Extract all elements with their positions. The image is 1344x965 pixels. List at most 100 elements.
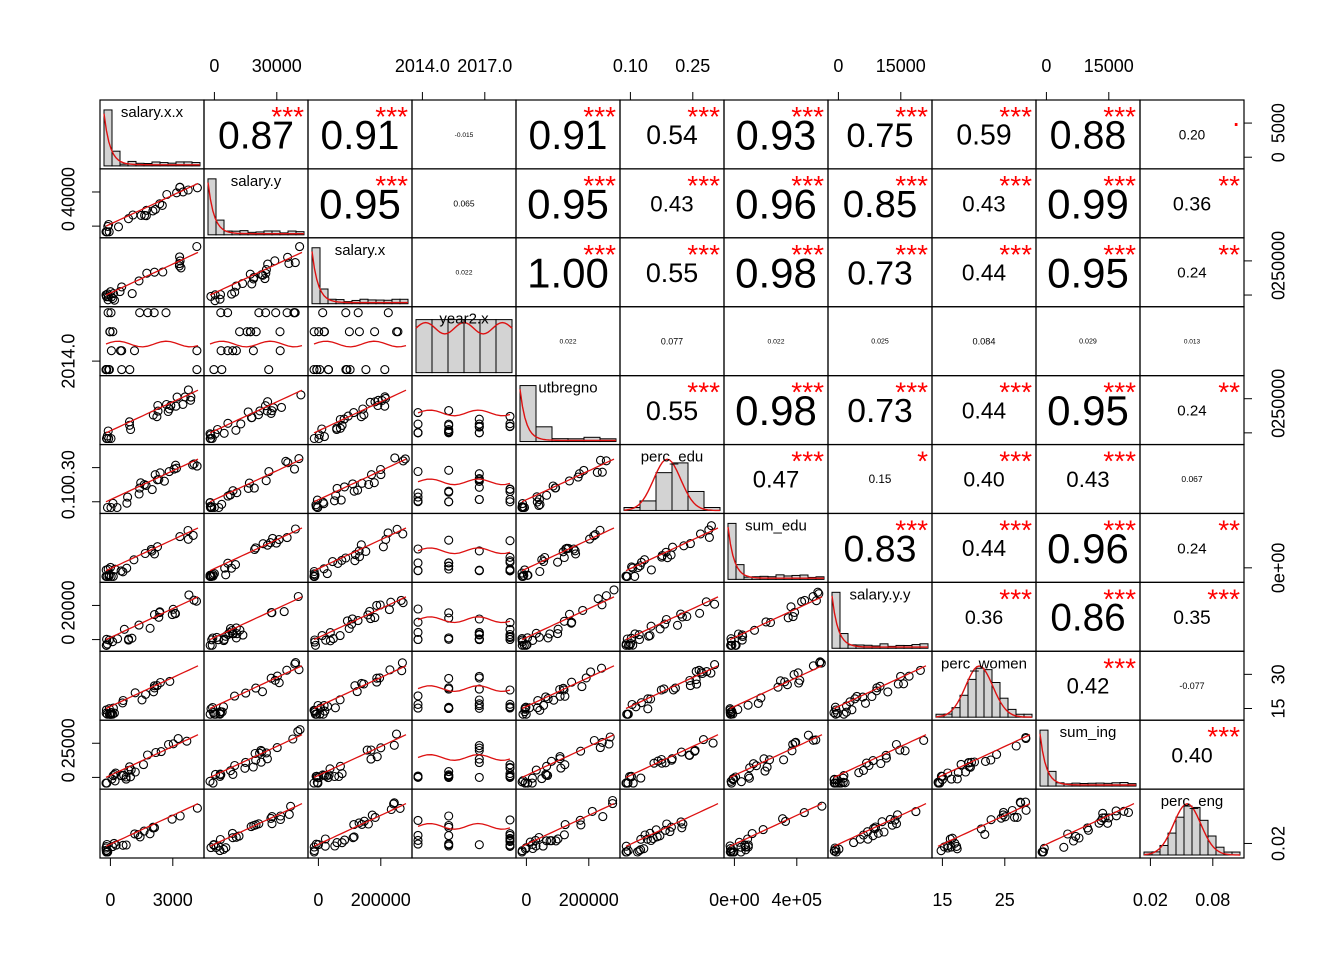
data-point	[335, 423, 345, 433]
data-point	[319, 564, 329, 574]
data-point	[221, 570, 231, 580]
data-point	[192, 461, 202, 471]
data-point	[444, 465, 454, 475]
axis-ticks-right-10: 0.02	[1244, 826, 1289, 861]
data-point	[101, 365, 111, 375]
scatter-panel-9-2	[309, 729, 407, 788]
data-point	[279, 607, 289, 617]
data-point	[175, 532, 185, 542]
smooth-line	[313, 596, 407, 641]
data-point	[141, 205, 152, 215]
data-point	[215, 846, 225, 856]
axis-ticks-bottom-4: 0 200000	[521, 858, 619, 910]
data-point	[952, 774, 962, 784]
correlation-value: 0.83	[844, 527, 917, 569]
correlation-cell-1-4: 0.95***	[527, 170, 616, 228]
significance-stars: ***	[271, 101, 304, 132]
smooth-line	[417, 478, 511, 486]
data-point	[261, 265, 271, 275]
tick-label: 200000	[351, 890, 411, 910]
variable-label: salary.x	[335, 242, 386, 259]
data-point	[384, 605, 394, 615]
data-point	[375, 673, 385, 683]
scatter-panel-8-7	[829, 665, 927, 719]
diagonal-panel-0: salary.x.x	[103, 104, 201, 167]
data-point	[667, 754, 677, 764]
axis-ticks-top-3: 2014.0 2017.0	[395, 56, 512, 100]
scatter-panel-7-5	[621, 596, 720, 650]
tick-label: 0.10	[59, 484, 79, 519]
smooth-line	[521, 734, 615, 778]
data-point	[528, 843, 538, 854]
data-point	[736, 847, 746, 857]
data-point	[264, 467, 274, 477]
data-point	[474, 482, 484, 492]
data-point	[543, 633, 553, 643]
histogram-bar	[959, 694, 969, 718]
data-point	[413, 566, 423, 576]
correlation-value: 0.96	[735, 180, 817, 227]
significance-stars: ***	[895, 514, 928, 545]
data-point	[783, 613, 793, 623]
significance-stars: ***	[375, 170, 408, 201]
data-point	[542, 761, 552, 771]
tick-label: 250000	[1269, 231, 1289, 291]
data-point	[605, 732, 615, 742]
data-point	[413, 408, 423, 418]
smooth-line	[209, 596, 303, 641]
correlation-cell-0-5: 0.54***	[646, 101, 720, 150]
significance-stars: ***	[999, 170, 1032, 201]
variable-label: perc_women	[941, 655, 1027, 672]
data-point	[535, 499, 545, 510]
data-point	[219, 844, 229, 854]
data-point	[341, 308, 351, 318]
data-point	[966, 757, 977, 767]
data-point	[291, 658, 301, 668]
smooth-line	[313, 389, 407, 434]
correlation-value: 0.93	[736, 112, 816, 158]
significance-stars: ***	[999, 446, 1032, 477]
correlation-value: 0.75	[846, 117, 913, 155]
data-point	[274, 678, 284, 688]
tick-label: 0e+00	[1269, 543, 1289, 594]
data-point	[623, 846, 633, 856]
smooth-line	[313, 734, 407, 778]
data-point	[370, 812, 380, 822]
data-point	[231, 425, 241, 435]
data-point	[337, 555, 347, 565]
correlation-cell-1-9: 0.99***	[1047, 170, 1136, 228]
data-point	[505, 685, 515, 695]
data-point	[217, 499, 227, 509]
data-point	[980, 756, 991, 766]
data-point	[522, 640, 532, 650]
data-point	[655, 624, 665, 634]
tick-label: 25	[995, 890, 1015, 910]
tick-label: 0	[313, 890, 323, 910]
data-point	[369, 478, 379, 488]
scatter-panel-4-2	[309, 389, 407, 444]
data-point	[520, 778, 530, 788]
data-point	[361, 365, 371, 375]
data-point	[444, 831, 454, 841]
data-point	[636, 773, 646, 783]
data-point	[149, 308, 159, 318]
data-point	[256, 757, 266, 767]
data-point	[862, 827, 873, 837]
data-point	[505, 703, 515, 713]
variable-label: sum_edu	[745, 517, 807, 534]
histogram-bar	[1175, 816, 1185, 856]
axis-ticks-top-1: 0 30000	[209, 56, 302, 100]
data-point	[121, 840, 131, 850]
data-point	[474, 741, 484, 751]
data-point	[1012, 812, 1022, 822]
data-point	[272, 671, 282, 681]
data-point	[609, 585, 619, 595]
diagonal-panel-6: sum_edu	[727, 517, 825, 580]
density-line	[1039, 733, 1136, 786]
data-point	[1039, 843, 1049, 853]
data-point	[293, 591, 303, 602]
data-point	[400, 454, 410, 464]
data-point	[207, 640, 217, 650]
data-point	[117, 282, 127, 292]
data-point	[309, 327, 319, 337]
